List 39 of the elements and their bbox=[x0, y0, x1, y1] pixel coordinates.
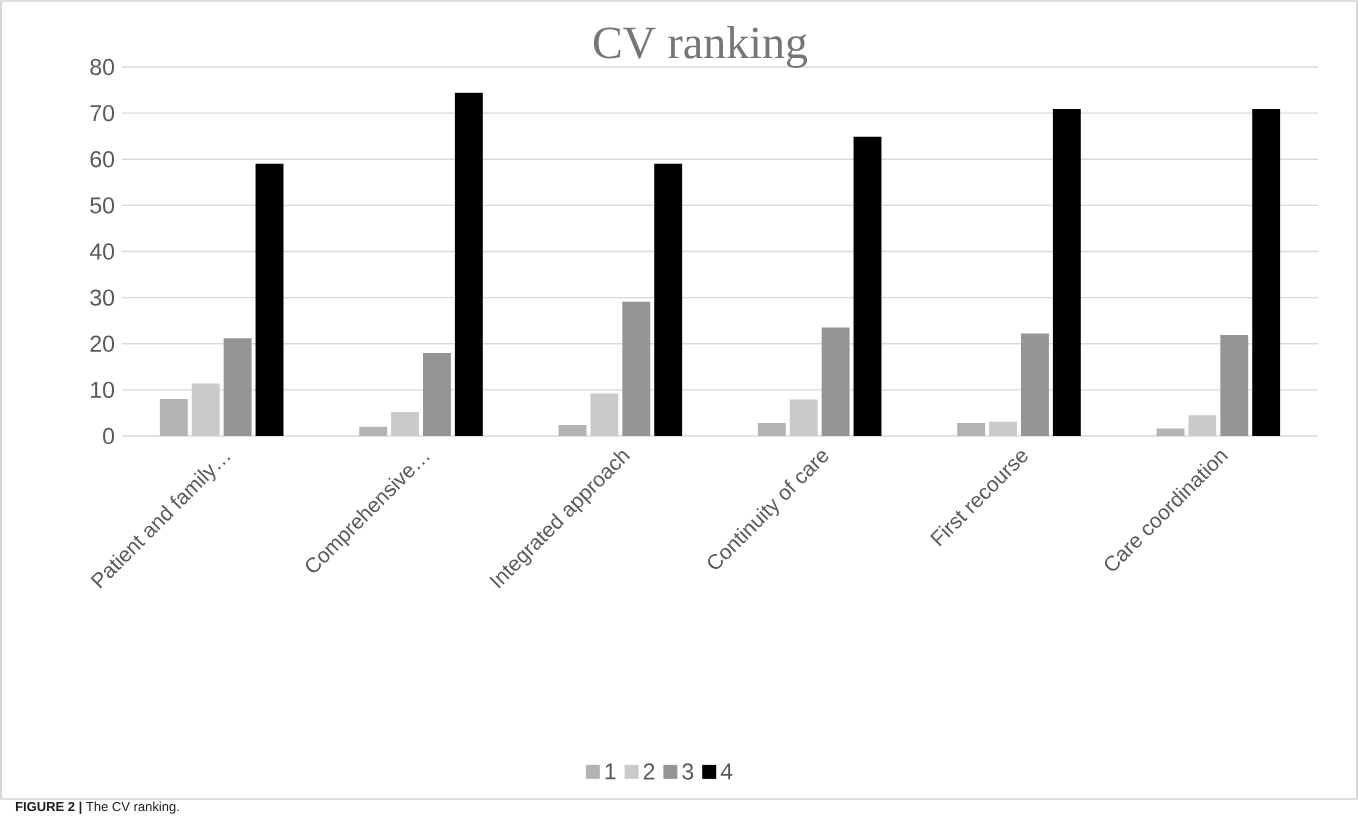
y-tick-label: 80 bbox=[90, 58, 115, 76]
y-tick-label: 50 bbox=[90, 197, 115, 214]
legend-label: 4 bbox=[720, 763, 733, 780]
bar bbox=[957, 423, 986, 436]
bar bbox=[654, 163, 683, 436]
bar bbox=[191, 383, 220, 436]
y-tick-label: 30 bbox=[90, 289, 115, 306]
bar bbox=[454, 92, 483, 436]
bar bbox=[1188, 415, 1217, 436]
y-tick-label: 20 bbox=[90, 335, 115, 352]
legend-label: 1 bbox=[605, 763, 616, 780]
bar bbox=[255, 163, 284, 436]
bar bbox=[1220, 334, 1249, 436]
legend-label: 3 bbox=[682, 763, 694, 780]
bar bbox=[590, 393, 619, 436]
bar bbox=[853, 136, 882, 436]
bar bbox=[391, 412, 420, 436]
y-tick-label: 10 bbox=[91, 381, 115, 398]
text: FIGURE 2 | The CV ranking. bbox=[15, 801, 179, 814]
bar bbox=[1156, 428, 1185, 436]
y-tick-label: 0 bbox=[103, 427, 115, 445]
y-tick-label: 40 bbox=[89, 243, 115, 260]
bar bbox=[789, 399, 818, 436]
bar bbox=[989, 421, 1018, 436]
bar bbox=[223, 338, 252, 436]
bar bbox=[757, 423, 786, 436]
bar bbox=[359, 426, 388, 436]
bar bbox=[1252, 108, 1281, 436]
bar bbox=[1052, 108, 1081, 436]
bar bbox=[159, 399, 188, 436]
bar bbox=[1021, 333, 1049, 436]
y-tick-label: 70 bbox=[90, 104, 115, 122]
bar bbox=[622, 301, 651, 436]
legend-label: 2 bbox=[643, 763, 655, 780]
chart-title: CV ranking bbox=[593, 26, 808, 68]
bar bbox=[558, 424, 587, 436]
y-tick-label: 60 bbox=[90, 151, 115, 168]
bar bbox=[423, 352, 451, 436]
bar bbox=[821, 327, 850, 436]
